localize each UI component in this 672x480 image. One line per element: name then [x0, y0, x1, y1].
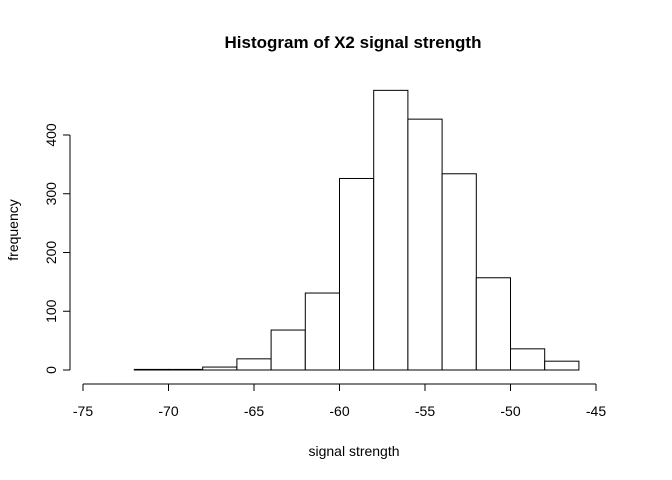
histogram-bar [270, 329, 306, 371]
y-tick-label: 300 [43, 182, 59, 206]
x-tick-label: -55 [415, 403, 435, 419]
histogram-bar [202, 366, 238, 371]
x-axis-label: signal strength [308, 443, 399, 459]
y-tick-label: 400 [43, 123, 59, 147]
y-tick-label: 200 [43, 241, 59, 265]
histogram-bar [133, 368, 170, 371]
histogram-bar [168, 368, 204, 371]
x-tick-label: -65 [244, 403, 264, 419]
y-axis: 0 100 200 300 400 [43, 123, 71, 374]
histogram-bar [510, 348, 546, 371]
y-axis-label: frequency [5, 199, 21, 260]
histogram-bar [339, 177, 375, 371]
x-tick-label: -75 [73, 403, 93, 419]
histogram-bar [475, 277, 511, 371]
histogram-bar [441, 173, 477, 371]
bars-group [133, 89, 580, 371]
chart-title: Histogram of X2 signal strength [225, 33, 482, 52]
histogram-bar [373, 89, 409, 371]
histogram-bar [544, 360, 580, 371]
x-axis: -75 -70 -65 -60 -55 -50 -45 [73, 383, 606, 419]
histogram-bar [236, 358, 272, 371]
x-tick-label: -50 [500, 403, 520, 419]
histogram-bar [304, 292, 340, 371]
x-tick-label: -70 [158, 403, 178, 419]
y-tick-label: 100 [43, 299, 59, 323]
x-tick-label: -60 [329, 403, 349, 419]
y-tick-label: 0 [43, 366, 59, 374]
histogram-bar [407, 118, 443, 371]
x-tick-label: -45 [586, 403, 606, 419]
